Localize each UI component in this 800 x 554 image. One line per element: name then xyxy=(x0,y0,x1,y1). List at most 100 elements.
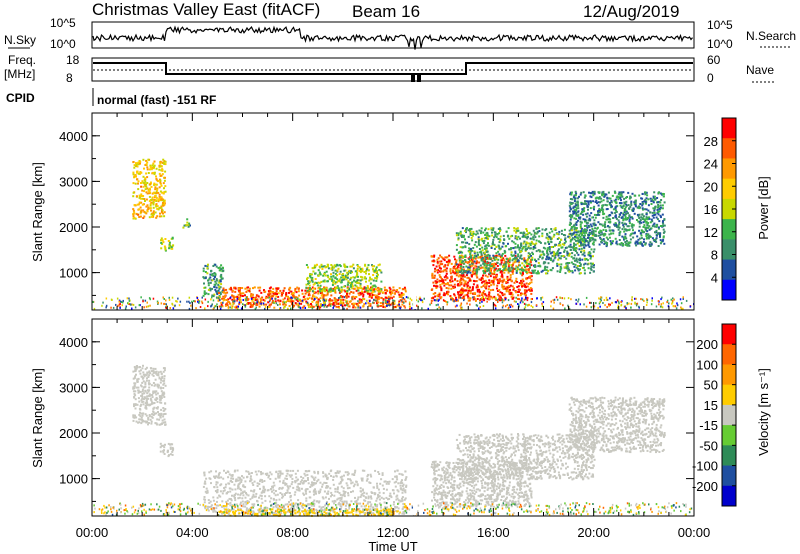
data-cell xyxy=(615,240,618,243)
data-cell xyxy=(474,241,477,244)
data-cell xyxy=(640,234,643,237)
data-cell xyxy=(605,204,608,207)
data-cell xyxy=(499,291,502,294)
data-cell xyxy=(159,179,162,182)
data-cell xyxy=(142,364,144,367)
data-cell xyxy=(577,300,579,303)
data-cell xyxy=(402,297,404,299)
data-cell xyxy=(631,223,634,226)
data-cell xyxy=(249,305,252,308)
data-cell xyxy=(647,198,650,201)
data-cell xyxy=(385,301,387,303)
data-cell xyxy=(605,245,608,248)
data-cell xyxy=(144,185,147,188)
data-cell xyxy=(478,268,481,271)
data-cell xyxy=(654,205,657,208)
data-cell xyxy=(651,297,653,300)
data-cell xyxy=(339,265,342,268)
data-cell xyxy=(487,293,490,296)
data-cell xyxy=(466,276,469,279)
data-cell xyxy=(339,302,341,305)
data-cell xyxy=(588,191,590,194)
data-cell xyxy=(158,418,161,421)
data-cell xyxy=(600,299,602,302)
data-cell xyxy=(209,276,212,279)
data-cell xyxy=(587,241,590,244)
data-cell xyxy=(459,304,461,307)
data-cell xyxy=(231,289,234,292)
data-cell xyxy=(149,203,152,206)
data-cell xyxy=(186,218,189,221)
data-cell xyxy=(608,218,610,221)
data-cell xyxy=(356,286,359,289)
data-cell xyxy=(472,267,475,270)
data-cell xyxy=(493,267,496,270)
data-cell xyxy=(484,258,487,261)
data-cell xyxy=(480,278,482,281)
data-cell xyxy=(638,225,641,228)
data-cell xyxy=(462,272,465,274)
data-cell xyxy=(105,306,107,309)
freq-label-line1: Freq. xyxy=(8,53,36,67)
data-cell xyxy=(423,297,425,300)
data-cell xyxy=(520,299,523,302)
data-cell xyxy=(319,284,322,287)
data-cell xyxy=(440,289,443,292)
data-cell xyxy=(139,162,141,165)
data-cell xyxy=(348,269,351,272)
data-cell xyxy=(624,243,627,246)
data-cell xyxy=(160,215,163,218)
data-cell xyxy=(334,299,336,302)
data-cell xyxy=(459,263,462,266)
data-cell xyxy=(477,241,480,243)
data-cell xyxy=(389,291,392,294)
data-cell xyxy=(599,301,601,303)
data-cell xyxy=(333,266,335,269)
data-cell xyxy=(650,200,653,203)
data-cell xyxy=(501,273,504,276)
data-cell xyxy=(218,287,221,290)
data-cell xyxy=(531,258,533,261)
data-cell xyxy=(432,264,435,267)
data-cell xyxy=(553,253,556,256)
data-cell xyxy=(432,297,435,300)
data-cell xyxy=(443,259,446,262)
data-cell xyxy=(573,226,576,229)
data-cell xyxy=(499,271,502,274)
data-cell xyxy=(579,235,582,238)
data-cell xyxy=(237,305,239,308)
data-cell xyxy=(386,301,389,304)
data-cell xyxy=(578,216,580,219)
data-cell xyxy=(579,230,582,233)
data-cell xyxy=(557,258,560,261)
data-cell xyxy=(505,258,508,260)
data-cell xyxy=(615,242,618,245)
data-cell xyxy=(455,296,457,299)
data-cell xyxy=(582,208,585,211)
data-cell xyxy=(495,263,498,266)
data-cell xyxy=(283,301,286,304)
data-cell xyxy=(386,304,388,307)
data-cell xyxy=(152,211,155,214)
data-cell xyxy=(484,268,487,271)
data-cell xyxy=(378,290,380,293)
data-cell xyxy=(448,254,451,257)
data-cell xyxy=(478,229,481,232)
data-cell xyxy=(132,208,135,211)
data-cell xyxy=(110,298,113,301)
data-cell xyxy=(589,233,591,235)
data-cell xyxy=(649,235,652,238)
data-cell xyxy=(147,206,150,209)
data-cell xyxy=(508,248,511,251)
data-cell xyxy=(567,235,570,238)
data-cell xyxy=(325,270,328,273)
data-cell xyxy=(563,266,566,269)
data-cell xyxy=(634,242,637,245)
data-cell xyxy=(450,287,453,290)
data-cell xyxy=(514,267,517,270)
data-cell xyxy=(501,279,504,282)
data-cell xyxy=(245,299,247,301)
data-cell xyxy=(142,386,145,389)
data-cell xyxy=(332,306,334,309)
data-cell xyxy=(632,229,634,232)
